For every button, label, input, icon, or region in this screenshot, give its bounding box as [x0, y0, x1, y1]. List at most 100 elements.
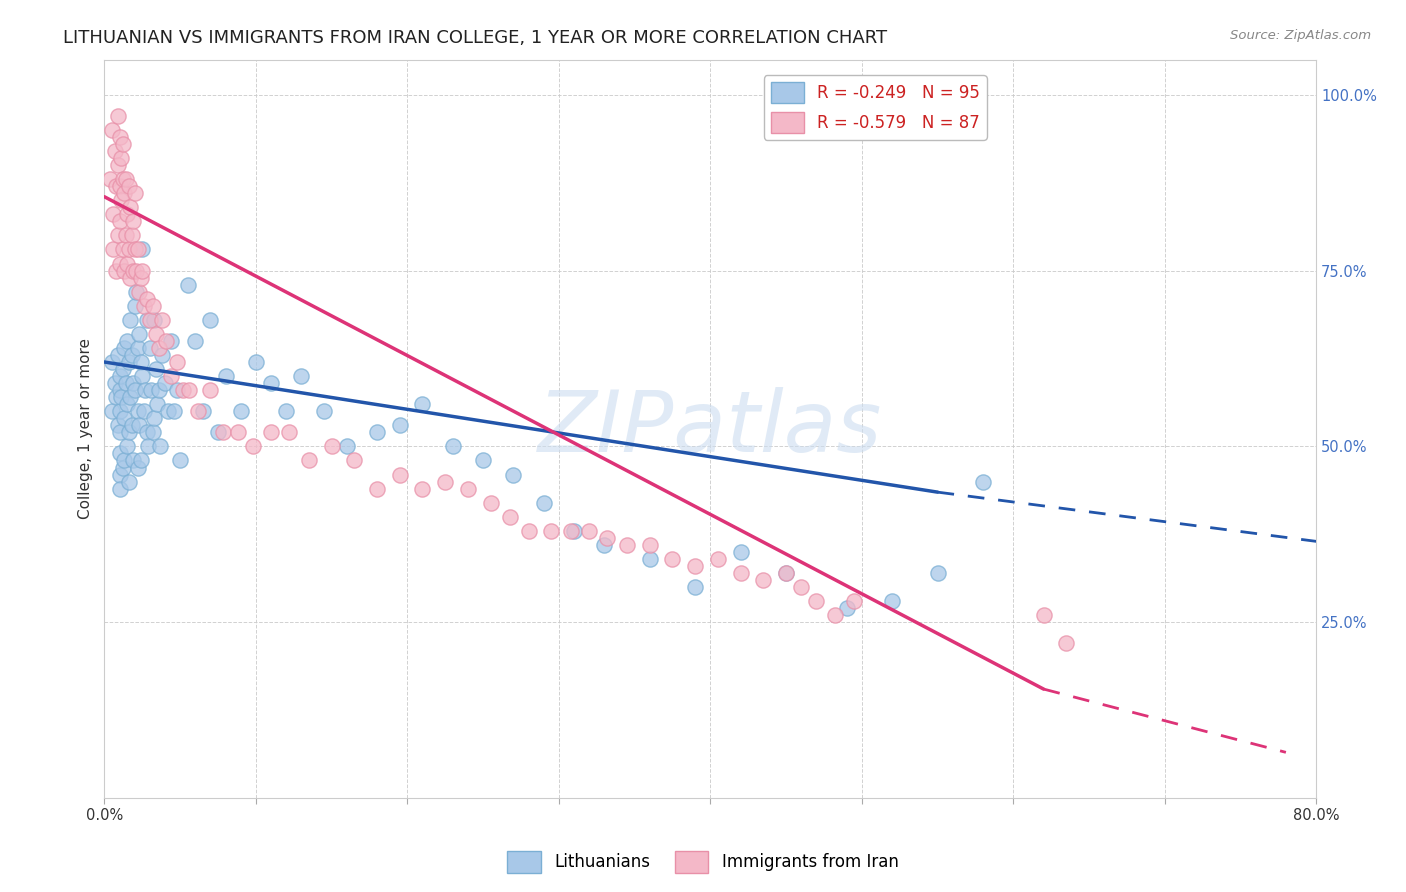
Point — [143, 411, 166, 425]
Point — [125, 285, 148, 299]
Point — [562, 524, 585, 538]
Point — [169, 453, 191, 467]
Point — [145, 362, 167, 376]
Point — [122, 453, 145, 467]
Point — [115, 439, 138, 453]
Point — [110, 390, 132, 404]
Legend: R = -0.249   N = 95, R = -0.579   N = 87: R = -0.249 N = 95, R = -0.579 N = 87 — [763, 75, 987, 140]
Point — [211, 425, 233, 440]
Point — [129, 270, 152, 285]
Point — [108, 369, 131, 384]
Point — [129, 453, 152, 467]
Point — [108, 467, 131, 482]
Point — [479, 496, 502, 510]
Point — [101, 355, 124, 369]
Point — [200, 313, 222, 327]
Point — [245, 355, 267, 369]
Point — [806, 594, 828, 608]
Point — [229, 404, 252, 418]
Point — [105, 390, 128, 404]
Point — [166, 383, 188, 397]
Point — [124, 243, 146, 257]
Point — [111, 243, 134, 257]
Point — [115, 207, 138, 221]
Point — [411, 397, 433, 411]
Point — [143, 313, 166, 327]
Point — [135, 425, 157, 440]
Point — [142, 299, 165, 313]
Point — [298, 453, 321, 467]
Point — [142, 425, 165, 440]
Point — [775, 566, 797, 580]
Point — [242, 439, 264, 453]
Point — [112, 453, 135, 467]
Point — [824, 608, 846, 623]
Point — [176, 277, 198, 292]
Point — [108, 130, 131, 145]
Point — [638, 552, 661, 566]
Point — [1054, 636, 1077, 650]
Point — [108, 482, 131, 496]
Point — [1032, 608, 1054, 623]
Point — [128, 326, 150, 341]
Point — [172, 383, 194, 397]
Point — [124, 383, 146, 397]
Point — [149, 439, 172, 453]
Point — [110, 194, 132, 208]
Point — [683, 559, 706, 574]
Point — [661, 552, 683, 566]
Point — [388, 467, 411, 482]
Point — [120, 313, 142, 327]
Point — [880, 594, 903, 608]
Point — [163, 404, 186, 418]
Point — [127, 460, 149, 475]
Point — [132, 404, 155, 418]
Point — [111, 362, 134, 376]
Point — [105, 179, 128, 194]
Point — [127, 341, 149, 355]
Point — [112, 341, 135, 355]
Point — [127, 404, 149, 418]
Text: ZIPatlas: ZIPatlas — [538, 387, 883, 470]
Point — [139, 313, 162, 327]
Point — [101, 404, 124, 418]
Point — [125, 263, 148, 277]
Point — [730, 566, 752, 580]
Point — [111, 136, 134, 151]
Point — [135, 313, 157, 327]
Point — [128, 418, 150, 433]
Point — [155, 334, 177, 348]
Point — [441, 439, 464, 453]
Point — [184, 334, 207, 348]
Point — [146, 397, 169, 411]
Point — [638, 538, 661, 552]
Point — [260, 425, 283, 440]
Point — [112, 411, 135, 425]
Point — [124, 186, 146, 201]
Point — [343, 453, 366, 467]
Point — [108, 404, 131, 418]
Point — [153, 376, 176, 391]
Point — [105, 263, 128, 277]
Point — [117, 355, 139, 369]
Point — [160, 369, 183, 384]
Point — [156, 404, 179, 418]
Point — [187, 404, 209, 418]
Point — [160, 334, 183, 348]
Point — [117, 243, 139, 257]
Point — [115, 256, 138, 270]
Point — [457, 482, 479, 496]
Point — [114, 228, 136, 243]
Point — [104, 144, 127, 158]
Point — [108, 383, 131, 397]
Y-axis label: College, 1 year or more: College, 1 year or more — [79, 338, 93, 519]
Point — [972, 475, 994, 489]
Point — [139, 341, 162, 355]
Point — [112, 263, 135, 277]
Point — [131, 369, 153, 384]
Point — [533, 496, 555, 510]
Point — [122, 214, 145, 228]
Point — [124, 299, 146, 313]
Point — [120, 390, 142, 404]
Point — [112, 186, 135, 201]
